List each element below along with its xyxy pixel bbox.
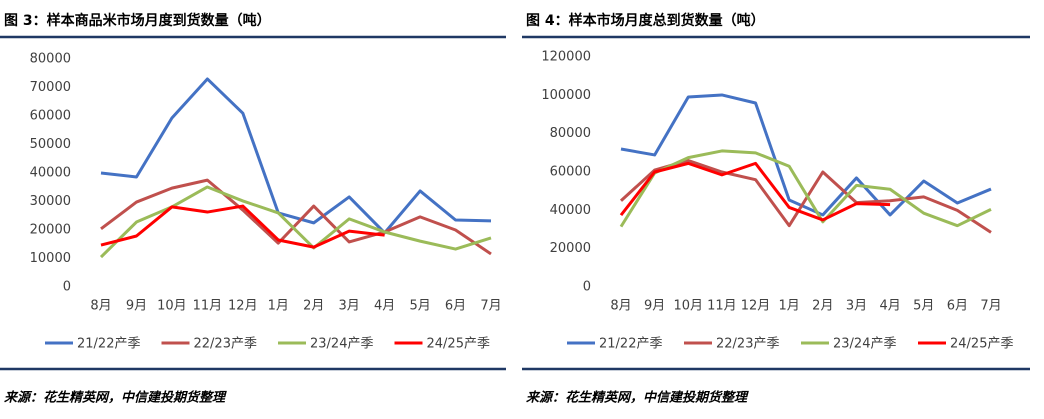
legend-label: 21/22产季 (77, 337, 140, 352)
y-tick-label: 80000 (30, 52, 71, 67)
y-tick-label: 40000 (30, 166, 71, 181)
legend-label: 21/22产季 (599, 337, 662, 352)
legend-label: 22/23产季 (716, 337, 779, 352)
x-tick-label: 8月 (90, 299, 111, 314)
y-tick-label: 60000 (550, 165, 591, 180)
legend-label: 23/24产季 (310, 337, 373, 352)
series-line (99, 185, 492, 259)
x-tick-label: 1月 (779, 299, 800, 314)
x-tick-label: 10月 (157, 299, 187, 314)
y-tick-label: 60000 (30, 109, 71, 124)
y-tick-label: 0 (583, 280, 591, 295)
series-line (619, 159, 992, 234)
x-tick-label: 4月 (879, 299, 900, 314)
x-tick-label: 2月 (303, 299, 324, 314)
x-tick-label: 9月 (126, 299, 147, 314)
x-tick-label: 7月 (480, 299, 501, 314)
x-tick-label: 6月 (947, 299, 968, 314)
y-tick-label: 70000 (30, 80, 71, 95)
x-tick-label: 5月 (913, 299, 934, 314)
x-tick-label: 3月 (339, 299, 360, 314)
legend-label: 23/24产季 (833, 337, 896, 352)
y-tick-label: 80000 (550, 126, 591, 141)
series-line (619, 161, 891, 222)
y-tick-label: 20000 (550, 241, 591, 256)
y-tick-label: 0 (63, 280, 71, 295)
x-tick-label: 6月 (445, 299, 466, 314)
chart-title: 图 4：样本市场月度总到货数量（吨） (526, 12, 765, 29)
source: 来源：花生精英网，中信建投期货整理 (526, 390, 749, 406)
series-line (100, 77, 492, 235)
y-tick-label: 30000 (30, 194, 71, 209)
y-tick-label: 40000 (550, 203, 591, 218)
x-tick-label: 12月 (741, 299, 771, 314)
series-line (619, 149, 992, 228)
x-tick-label: 11月 (707, 299, 737, 314)
x-tick-label: 3月 (846, 299, 867, 314)
x-tick-label: 12月 (228, 299, 258, 314)
source: 来源：花生精英网，中信建投期货整理 (4, 390, 227, 406)
y-tick-label: 100000 (541, 88, 591, 103)
x-tick-label: 5月 (409, 299, 430, 314)
legend-label: 24/25产季 (427, 337, 490, 352)
y-tick-label: 50000 (30, 137, 71, 152)
x-tick-label: 1月 (268, 299, 289, 314)
x-tick-label: 11月 (193, 299, 223, 314)
x-tick-label: 7月 (980, 299, 1001, 314)
series-line (100, 178, 492, 256)
x-tick-label: 4月 (374, 299, 395, 314)
x-tick-label: 9月 (644, 299, 665, 314)
series-line (100, 204, 385, 249)
x-tick-label: 2月 (812, 299, 833, 314)
legend-label: 24/25产季 (950, 337, 1013, 352)
y-tick-label: 20000 (30, 223, 71, 238)
legend-label: 22/23产季 (194, 337, 257, 352)
y-tick-label: 10000 (30, 251, 71, 266)
y-tick-label: 120000 (541, 50, 591, 65)
x-tick-label: 8月 (610, 299, 631, 314)
x-tick-label: 10月 (673, 299, 703, 314)
series-line (620, 93, 992, 217)
chart-title: 图 3：样本商品米市场月度到货数量（吨） (4, 12, 271, 29)
